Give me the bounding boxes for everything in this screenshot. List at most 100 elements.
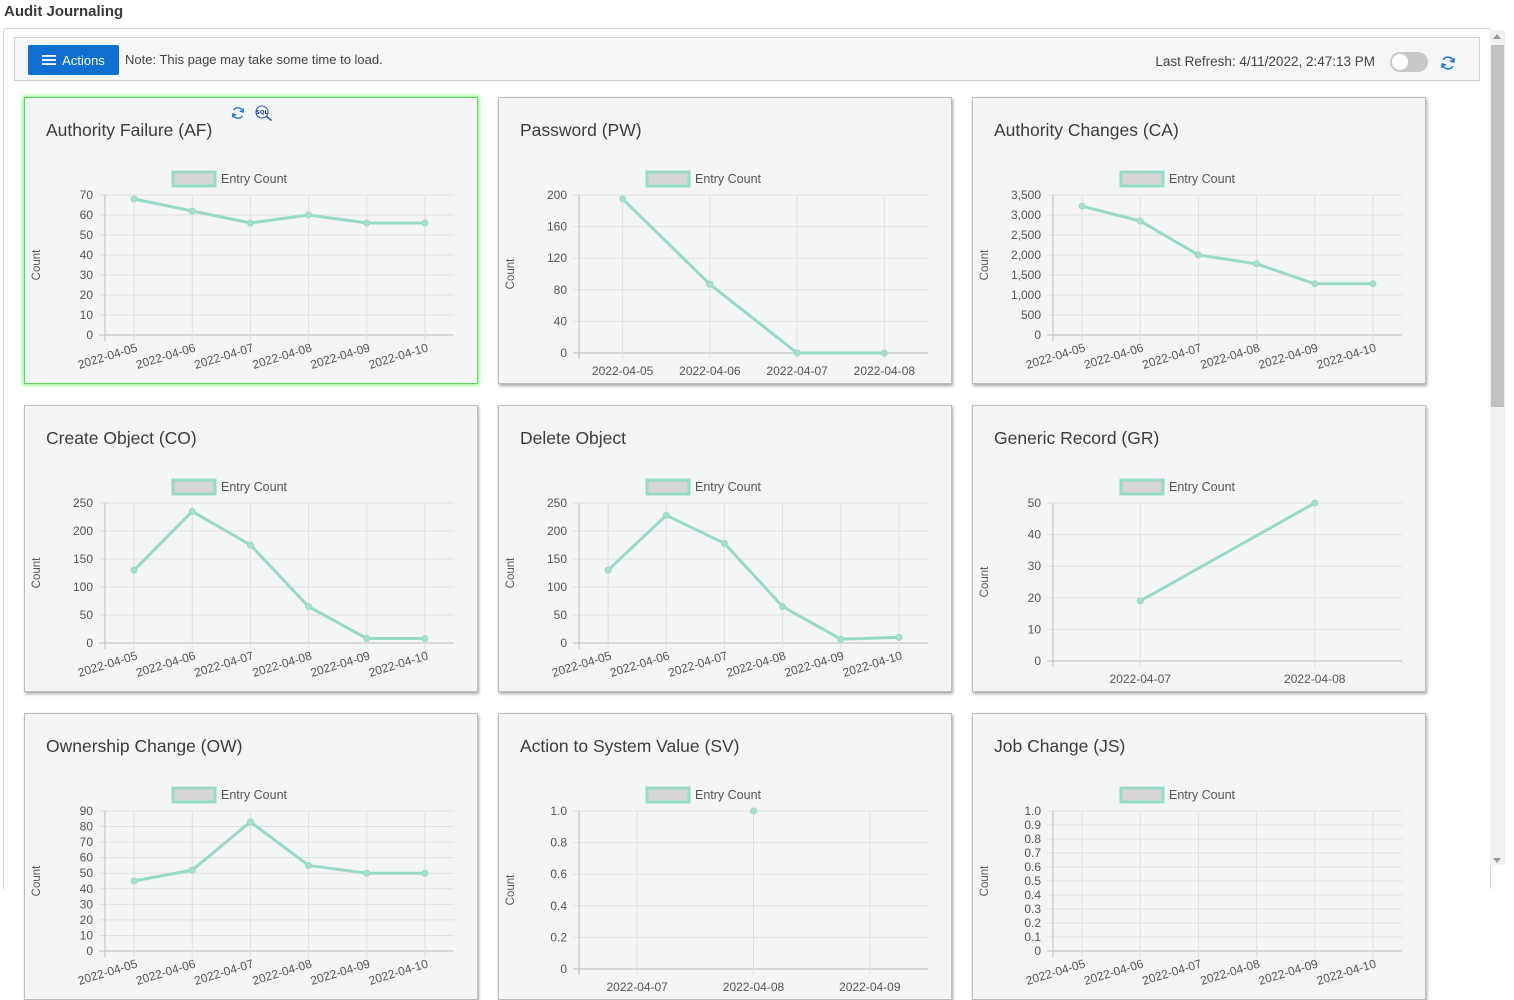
card-title: Job Change (JS) <box>994 736 1126 756</box>
y-tick-label: 50 <box>80 866 94 880</box>
toggle-knob <box>1392 54 1408 70</box>
y-tick-label: 90 <box>80 804 94 818</box>
x-tick-label: 2022-04-06 <box>134 956 197 987</box>
y-tick-label: 1.0 <box>1024 804 1041 818</box>
y-tick-label: 50 <box>554 608 568 622</box>
data-point <box>305 211 313 219</box>
y-tick-label: 500 <box>1021 308 1041 322</box>
x-tick-label: 2022-04-06 <box>1082 340 1145 371</box>
y-tick-label: 0.2 <box>1024 916 1041 930</box>
chart-card-password[interactable]: Entry Count Count 0 40 80 120 160 200 2022-04-05… <box>498 97 952 384</box>
y-axis-label: Count <box>505 874 517 905</box>
y-tick-label: 40 <box>1028 528 1042 542</box>
y-tick-label: 30 <box>80 268 94 282</box>
scrollbar-thumb[interactable] <box>1491 45 1504 407</box>
x-tick-label: 2022-04-09 <box>783 648 846 679</box>
chart-card-authority-changes[interactable]: Entry Count Count 0 500 1,000 1,500 2,000 2,500… <box>972 97 1426 384</box>
data-point <box>720 539 728 547</box>
x-tick-label: 2022-04-07 <box>192 956 255 987</box>
x-tick-label: 2022-04-08 <box>725 648 788 679</box>
x-tick-label: 2022-04-10 <box>367 340 430 371</box>
chart-card-job-change[interactable]: Entry Count Count 0 0.1 0.2 0.3 0.4 0.5 0.6 0.7 0.… <box>972 713 1426 1000</box>
y-tick-label: 20 <box>80 288 94 302</box>
y-tick-label: 70 <box>80 188 94 202</box>
chart-card-system-value[interactable]: Entry Count Count 0 0.2 0.4 0.6 0.8 1.0 2022-04-… <box>498 713 952 1000</box>
toolbar: Actions Note: This page may take some ti… <box>14 37 1480 81</box>
authority-failure-chart: Entry Count Count 0 10 20 30 40 50 60 70 2022-04-0… <box>31 170 454 372</box>
y-tick-label: 0.4 <box>1024 888 1041 902</box>
data-point <box>421 635 429 643</box>
data-point <box>246 818 254 826</box>
auto-refresh-toggle[interactable] <box>1390 52 1428 72</box>
y-tick-label: 160 <box>547 220 567 234</box>
legend-label: Entry Count <box>1169 788 1236 802</box>
y-tick-label: 0.9 <box>1024 818 1041 832</box>
legend-label: Entry Count <box>221 788 288 802</box>
y-tick-label: 0.6 <box>1024 860 1041 874</box>
data-point <box>793 349 801 357</box>
chart-card-delete-object[interactable]: Entry Count Count 0 50 100 150 200 250 2022-04-0… <box>498 405 952 692</box>
y-tick-label: 120 <box>547 251 567 265</box>
y-tick-label: 0 <box>560 962 567 976</box>
y-tick-label: 0 <box>560 346 567 360</box>
legend-swatch <box>645 170 691 188</box>
data-point <box>246 219 254 227</box>
data-point <box>1078 202 1086 210</box>
data-point <box>619 195 627 203</box>
y-tick-label: 200 <box>73 524 93 538</box>
card-title: Action to System Value (SV) <box>520 736 740 756</box>
x-tick-label: 2022-04-10 <box>1315 956 1378 987</box>
y-tick-label: 2,500 <box>1011 228 1041 242</box>
legend-swatch <box>171 170 217 188</box>
y-tick-label: 20 <box>80 913 94 927</box>
actions-button[interactable]: Actions <box>28 45 119 75</box>
chart-card-ownership-change[interactable]: Entry Count Count 0 10 20 30 40 50 60 70 80 90 2022-… <box>24 713 478 1000</box>
scroll-down-arrow-icon[interactable] <box>1493 858 1501 863</box>
sql-search-icon[interactable]: SQL <box>255 105 273 121</box>
y-tick-label: 0.4 <box>550 899 567 913</box>
x-tick-label: 2022-04-07 <box>606 980 668 994</box>
series-line <box>607 513 899 641</box>
y-tick-label: 50 <box>1028 496 1042 510</box>
y-axis-label: Count <box>505 258 517 289</box>
x-tick-label: 2022-04-09 <box>1257 956 1320 987</box>
legend-label: Entry Count <box>695 788 762 802</box>
y-tick-label: 30 <box>1028 559 1042 573</box>
y-tick-label: 1.0 <box>550 804 567 818</box>
data-point <box>1136 217 1144 225</box>
y-tick-label: 10 <box>80 928 94 942</box>
y-tick-label: 70 <box>80 835 94 849</box>
card-tools: SQL <box>230 105 273 121</box>
data-point <box>246 541 254 549</box>
y-axis-label: Count <box>31 249 43 280</box>
y-tick-label: 250 <box>73 496 93 510</box>
data-point <box>895 633 903 641</box>
actions-label: Actions <box>62 52 105 68</box>
series-line <box>1139 501 1316 603</box>
scroll-up-arrow-icon[interactable] <box>1493 34 1501 39</box>
vertical-scrollbar[interactable] <box>1490 30 1505 865</box>
x-tick-label: 2022-04-10 <box>367 648 430 679</box>
y-tick-label: 3,000 <box>1011 208 1041 222</box>
y-tick-label: 0.5 <box>1024 874 1041 888</box>
y-tick-label: 60 <box>80 208 94 222</box>
legend-label: Entry Count <box>221 172 288 186</box>
card-title: Delete Object <box>520 428 627 448</box>
x-tick-label: 2022-04-07 <box>766 364 828 378</box>
x-tick-label: 2022-04-05 <box>76 956 139 987</box>
y-tick-label: 10 <box>80 308 94 322</box>
y-tick-label: 0.7 <box>1024 846 1041 860</box>
refresh-icon[interactable] <box>1439 54 1457 72</box>
x-tick-label: 2022-04-07 <box>192 648 255 679</box>
chart-card-authority-failure[interactable]: Entry Count Count 0 10 20 30 40 50 60 70 2022-04-0… <box>24 97 478 384</box>
y-tick-label: 100 <box>547 580 567 594</box>
chart-card-create-object[interactable]: Entry Count Count 0 50 100 150 200 250 2022-04-0… <box>24 405 478 692</box>
y-tick-label: 1,000 <box>1011 288 1041 302</box>
x-tick-label: 2022-04-05 <box>550 648 613 679</box>
x-tick-label: 2022-04-06 <box>1082 956 1145 987</box>
y-tick-label: 150 <box>547 552 567 566</box>
chart-card-generic-record[interactable]: Entry Count Count 0 10 20 30 40 50 2022-04-07 202… <box>972 405 1426 692</box>
x-tick-label: 2022-04-09 <box>1257 340 1320 371</box>
data-point <box>130 877 138 885</box>
refresh-icon[interactable] <box>230 105 246 121</box>
